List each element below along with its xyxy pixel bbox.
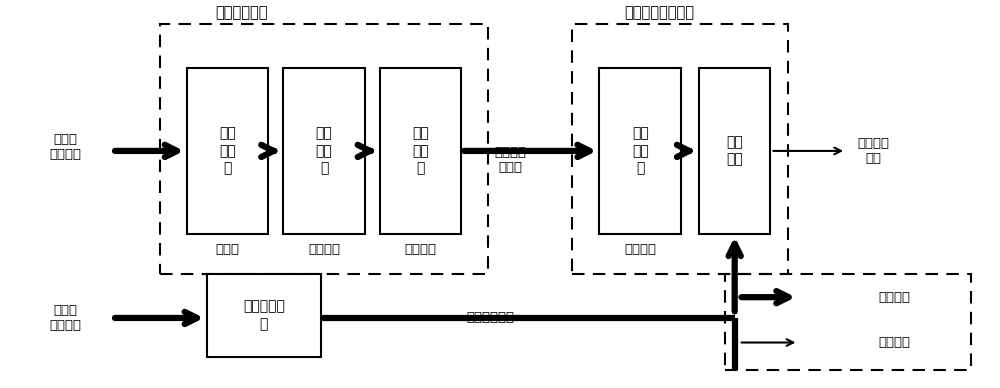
Text: 模糊推理: 模糊推理 — [308, 242, 340, 256]
Bar — [599, 68, 681, 234]
Text: 基本控制信号: 基本控制信号 — [466, 312, 514, 324]
Bar — [572, 24, 788, 274]
Text: 反模糊化: 反模糊化 — [404, 242, 436, 256]
Bar — [699, 68, 770, 234]
Bar — [207, 274, 321, 357]
Text: 隶属
度函
数: 隶属 度函 数 — [632, 126, 649, 175]
Text: 单一信号: 单一信号 — [878, 336, 910, 349]
Bar — [160, 24, 488, 274]
Text: 多信号组: 多信号组 — [878, 291, 910, 304]
Text: 隶属
度函
数: 隶属 度函 数 — [219, 126, 236, 175]
Bar — [725, 274, 971, 370]
Text: 融合权重: 融合权重 — [624, 242, 656, 256]
Text: 隶属
度函
数: 隶属 度函 数 — [412, 126, 429, 175]
Text: 模糊
规则
表: 模糊 规则 表 — [316, 126, 332, 175]
Text: 压气机
反馈信号: 压气机 反馈信号 — [49, 304, 81, 332]
Text: 压气机
状态变量: 压气机 状态变量 — [49, 133, 81, 161]
Bar — [187, 68, 268, 234]
Text: 基本控制器
组: 基本控制器 组 — [243, 300, 285, 331]
Text: 加权
融合: 加权 融合 — [726, 135, 743, 166]
Bar — [283, 68, 365, 234]
Text: 控制信号
输出: 控制信号 输出 — [857, 137, 889, 165]
Text: 模糊切换模块: 模糊切换模块 — [215, 5, 268, 21]
Text: 控制器选
择倾向: 控制器选 择倾向 — [494, 146, 526, 174]
Text: 控制信号融合模块: 控制信号融合模块 — [624, 5, 694, 21]
Text: 模糊化: 模糊化 — [216, 242, 240, 256]
Bar — [380, 68, 461, 234]
